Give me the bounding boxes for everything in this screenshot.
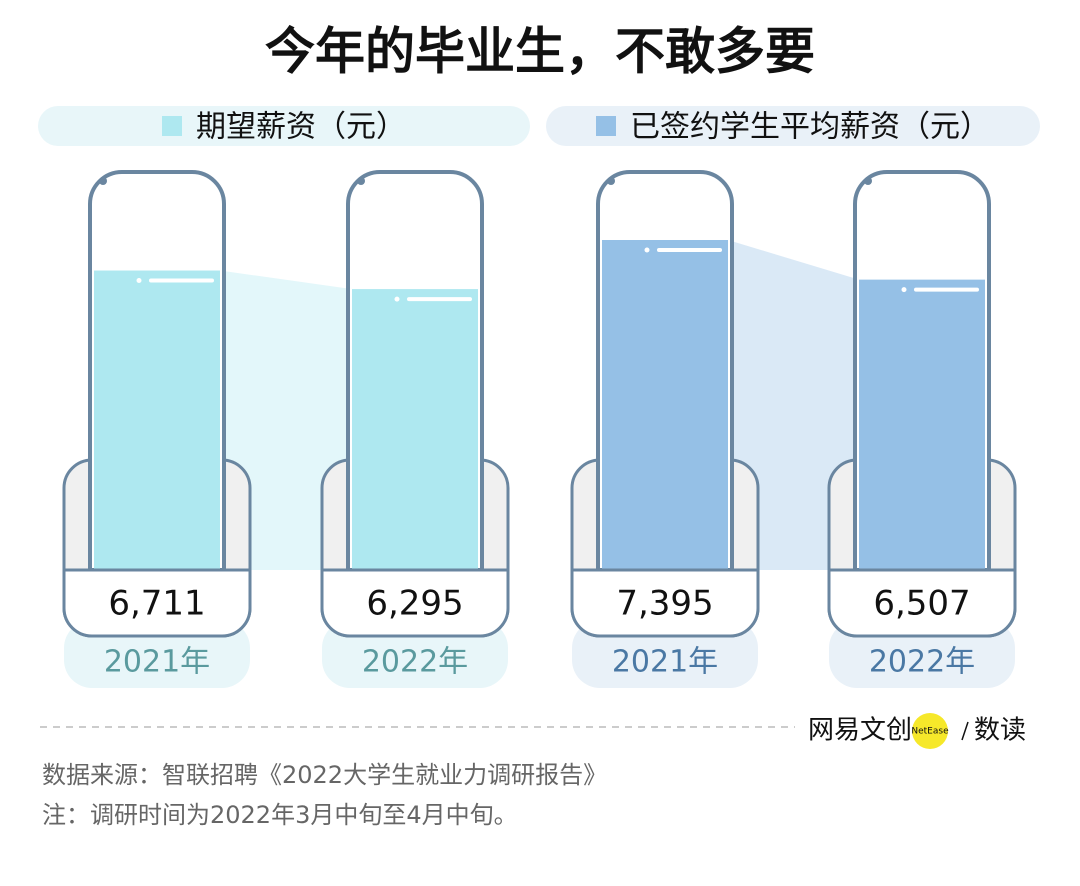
x-tick-label: 2022年 — [362, 645, 468, 680]
label-box — [62, 568, 252, 638]
label-box — [827, 568, 1017, 638]
legend-background — [546, 106, 1040, 146]
legend-swatch — [596, 116, 616, 136]
value-label: 6,295 — [366, 584, 463, 624]
value-label: 6,711 — [108, 584, 205, 624]
connector — [728, 240, 859, 570]
x-tick-label: 2021年 — [612, 645, 718, 680]
legend-label: 期望薪资（元） — [196, 110, 406, 145]
legend-swatch — [162, 116, 182, 136]
label-box — [320, 568, 510, 638]
highlight-dot — [136, 278, 142, 284]
logo-badge-circle — [912, 713, 948, 749]
bar — [859, 279, 985, 570]
logo-column: 数读 — [974, 716, 1026, 746]
tube-dot — [99, 177, 107, 185]
bar — [352, 289, 478, 570]
logo-brand: 网易文创 — [808, 716, 912, 746]
value-label: 6,507 — [873, 584, 970, 624]
highlight-dot — [394, 296, 400, 302]
footnote: 注：调研时间为2022年3月中旬至4月中旬。 — [42, 801, 518, 829]
tube-dot — [864, 177, 872, 185]
legend-label: 已签约学生平均薪资（元） — [630, 110, 990, 145]
tube-dot — [607, 177, 615, 185]
legend-background — [38, 106, 530, 146]
value-label: 7,395 — [616, 584, 713, 624]
highlight-dot — [644, 247, 650, 253]
highlight-dot — [901, 287, 907, 293]
logo-badge: NetEase — [911, 727, 949, 737]
bar — [94, 270, 220, 570]
x-tick-label: 2021年 — [104, 645, 210, 680]
logo-slash — [961, 721, 969, 741]
x-tick-label: 2022年 — [869, 645, 975, 680]
bar — [602, 240, 728, 570]
label-box — [570, 568, 760, 638]
source-note: 数据来源：智联招聘《2022大学生就业力调研报告》 — [42, 761, 607, 789]
chart-title: 今年的毕业生，不敢多要 — [265, 23, 815, 81]
tube-dot — [357, 177, 365, 185]
connector — [220, 270, 352, 570]
